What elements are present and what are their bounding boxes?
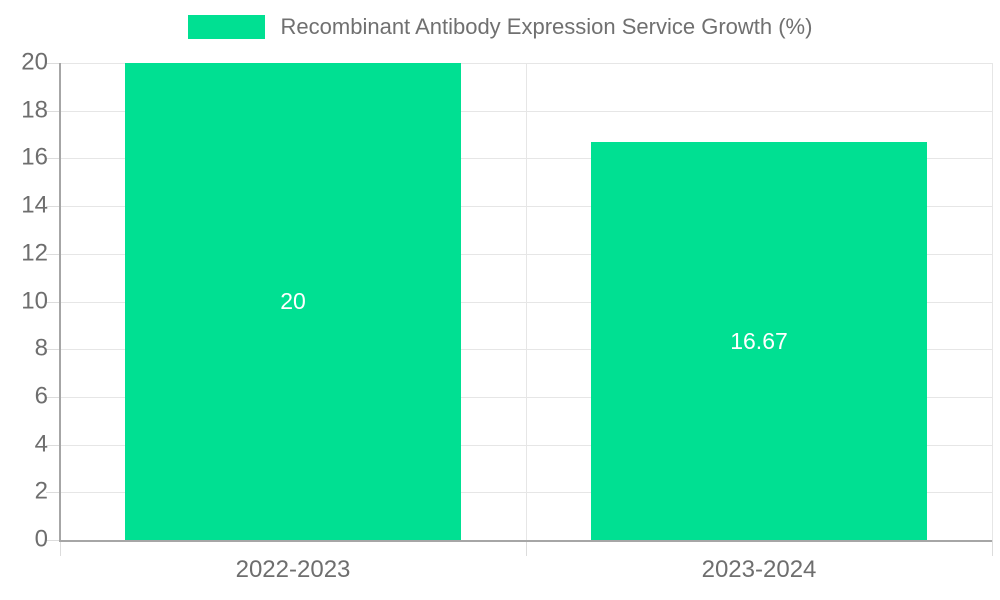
legend-swatch [187,15,265,39]
y-tick-mark [46,492,60,493]
bar-value-label: 16.67 [730,327,788,354]
legend-label: Recombinant Antibody Expression Service … [280,14,813,39]
y-tick-mark [46,349,60,350]
y-tick-label: 8 [34,334,48,362]
x-tick-mark [526,540,527,556]
y-tick-mark [46,254,60,255]
bar[interactable]: 16.67 [591,142,927,540]
y-tick-label: 16 [21,143,48,171]
legend[interactable]: Recombinant Antibody Expression Service … [0,14,1000,40]
x-gridline [526,63,527,540]
bar[interactable]: 20 [125,63,461,540]
x-tick-label: 2022-2023 [235,556,351,583]
y-tick-mark [46,158,60,159]
y-tick-label: 20 [21,48,48,76]
y-tick-mark [46,445,60,446]
y-tick-mark [46,302,60,303]
x-tick-mark [992,540,993,556]
x-tick-mark [60,540,61,556]
y-tick-mark [46,397,60,398]
y-tick-label: 10 [21,287,48,315]
y-tick-mark [46,63,60,64]
x-gridline [992,63,993,540]
y-axis-line [59,63,61,542]
x-tick-label: 2023-2024 [701,556,817,583]
y-tick-mark [46,111,60,112]
bar-value-label: 20 [280,288,306,314]
x-axis-line [59,540,992,542]
y-tick-mark [46,206,60,207]
y-tick-label: 14 [21,191,48,219]
y-tick-label: 0 [34,525,48,553]
y-tick-label: 18 [21,96,48,124]
y-tick-mark [46,540,60,541]
y-tick-label: 6 [34,382,48,410]
y-tick-label: 4 [34,430,48,458]
y-tick-label: 2 [34,477,48,505]
y-tick-label: 12 [21,239,48,267]
